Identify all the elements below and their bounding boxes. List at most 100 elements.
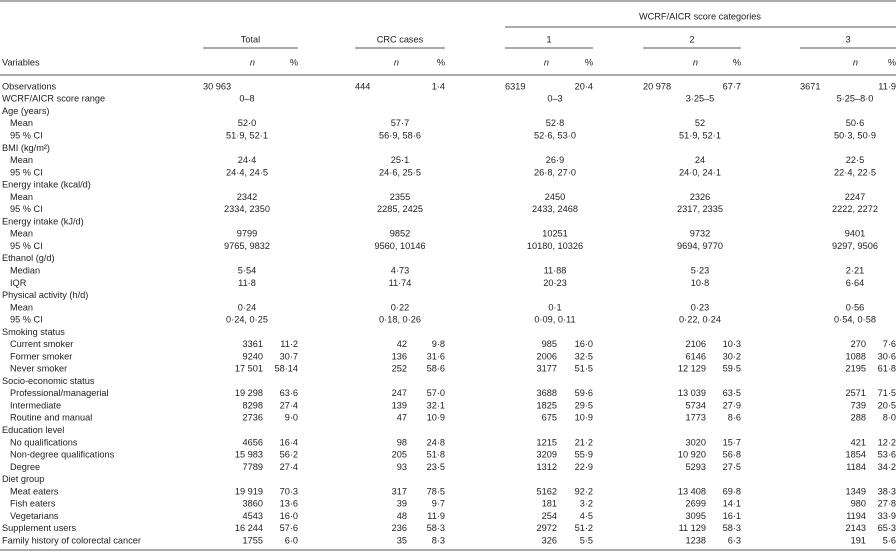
sub-row-label: 95 % CI [10,315,43,325]
n-label: n [250,57,255,67]
pct-value: 71·5 [878,388,896,398]
pct-value: 51·2 [575,523,593,533]
value: 50·3, 50·9 [834,131,876,141]
row-label: Smoking status [2,327,65,337]
n-label: n [853,57,858,67]
pct-value: 27·5 [723,462,741,472]
value: 24·4, 24·5 [226,167,268,177]
sub-row-label: Vegetarians [10,511,59,521]
sub-row-label: Intermediate [10,400,61,410]
pct-value: 57·0 [427,388,445,398]
value: 2433, 2468 [532,204,578,214]
pct-value: 58·6 [427,364,445,374]
value: 52·8 [546,118,564,128]
row-label: Family history of colorectal cancer [2,535,141,545]
pct-value: 6·3 [728,535,741,545]
pct-value: 56·2 [280,450,298,460]
n-label: n [544,57,549,67]
pct-value: 51·8 [427,450,445,460]
pct-value: 1·4 [432,81,445,91]
pct-value: 32·1 [427,400,445,410]
pct-value: 27·9 [723,400,741,410]
value: 9732 [690,229,710,239]
pct-value: 55·9 [575,450,593,460]
n-value: 98 [397,437,407,447]
value: 2285, 2425 [377,204,423,214]
n-value: 39 [397,499,407,509]
value: 2342 [237,192,257,202]
value: 20·23 [543,278,567,288]
n-value: 13 039 [678,388,706,398]
n-value: 35 [397,535,407,545]
sub-row-label: 95 % CI [10,131,43,141]
pct-value: 63·6 [280,388,298,398]
n-value: 270 [851,339,866,349]
n-value: 4656 [243,437,263,447]
n-value: 191 [851,535,866,545]
n-value: 675 [542,413,557,423]
value: 26·9 [546,155,564,165]
value: 10·8 [691,278,709,288]
n-value: 2143 [846,523,866,533]
value: 56·9, 58·6 [379,131,421,141]
value: 10180, 10326 [527,241,583,251]
pct-value: 30·2 [723,351,741,361]
row-label: Supplement users [2,523,76,533]
value: 5·23 [691,265,709,275]
pct-label: % [437,57,445,67]
variables-label: Variables [2,57,40,67]
value: 9297, 9506 [832,241,878,251]
n-value: 1349 [846,486,866,496]
sub-row-label: Median [10,265,40,275]
pct-value: 27·4 [280,462,298,472]
n-value: 2571 [846,388,866,398]
pct-value: 23·5 [427,462,445,472]
n-value: 1854 [846,450,866,460]
n-value: 3361 [243,339,263,349]
row-label: Energy intake (kcal/d) [2,180,91,190]
n-value: 48 [397,511,407,521]
value: 52·6, 53·0 [534,131,576,141]
pct-value: 6·0 [285,535,298,545]
n-value: 3177 [537,364,557,374]
pct-value: 11·9 [427,511,445,521]
value: 0–3 [547,94,562,104]
n-value: 739 [851,400,866,410]
value: 4·73 [391,265,409,275]
value: 0·24 [238,302,256,312]
n-value: 1194 [846,511,866,521]
group-label: 2 [689,34,694,44]
pct-value: 21·2 [575,437,593,447]
row-label: WCRF/AICR score range [2,94,105,104]
pct-value: 70·3 [280,486,298,496]
value: 0–8 [239,94,254,104]
pct-value: 34·2 [878,462,896,472]
pct-value: 12·2 [878,437,896,447]
n-value: 11 129 [679,523,706,533]
value: 24·6, 25·5 [379,167,421,177]
pct-value: 4·5 [580,511,593,521]
value: 51·9, 52·1 [679,131,721,141]
pct-label: % [888,57,896,67]
value: 5·54 [238,265,256,275]
sub-row-label: Professional/managerial [10,388,109,398]
pct-value: 58·3 [427,523,445,533]
n-value: 181 [542,499,557,509]
pct-value: 78·5 [427,486,445,496]
pct-value: 8·3 [432,535,445,545]
n-value: 10 920 [678,450,706,460]
value: 22·4, 22·5 [834,167,876,177]
n-value: 139 [392,400,407,410]
n-value: 6146 [686,351,706,361]
pct-value: 3·2 [580,499,593,509]
pct-value: 8·6 [728,413,741,423]
pct-value: 8·0 [883,413,896,423]
row-label: Energy intake (kJ/d) [2,216,84,226]
pct-value: 69·8 [723,486,741,496]
pct-value: 59·6 [575,388,593,398]
value: 50·6 [846,118,864,128]
n-value: 4543 [243,511,263,521]
n-label: n [693,57,698,67]
n-value: 317 [392,486,407,496]
value: 24·4 [238,155,256,165]
